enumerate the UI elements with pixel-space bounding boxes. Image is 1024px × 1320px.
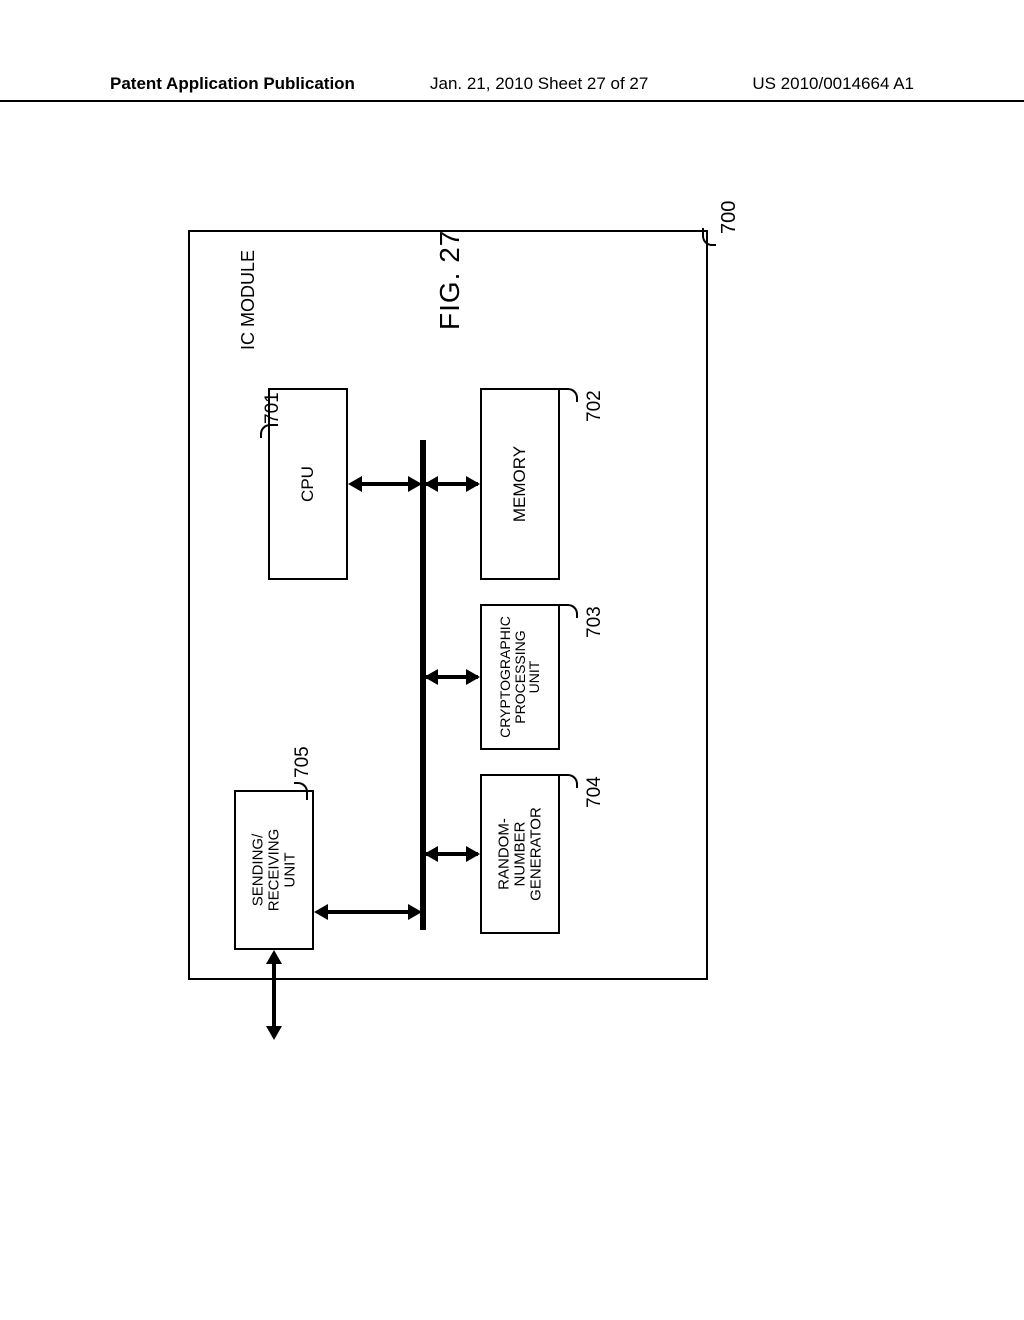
rng-bus-arrow-r <box>466 846 480 862</box>
cpu-label: CPU <box>299 466 317 502</box>
cpu-ref-leader <box>260 424 278 438</box>
rng-ref: 704 <box>584 776 606 808</box>
crypto-bus-arrow-l <box>424 669 438 685</box>
header-left: Patent Application Publication <box>110 74 355 94</box>
io-label: SENDING/RECEIVINGUNIT <box>250 829 297 912</box>
memory-ref: 702 <box>584 390 606 422</box>
crypto-bus-arrow-r <box>466 669 480 685</box>
io-bus-arrow-l <box>314 904 328 920</box>
rng-bus-arrow-l <box>424 846 438 862</box>
page: Patent Application Publication Jan. 21, … <box>0 0 1024 1320</box>
cpu-ref: 701 <box>262 392 284 424</box>
cpu-bus-arrow-r <box>408 476 422 492</box>
memory-bus-arrow-l <box>424 476 438 492</box>
io-ref: 705 <box>292 746 314 778</box>
memory-bus-arrow-r <box>466 476 480 492</box>
io-bus-line <box>318 910 418 914</box>
cpu-bus-arrow-l <box>348 476 362 492</box>
rng-block: RANDOM-NUMBERGENERATOR <box>480 774 560 934</box>
ic-module-label: IC MODULE <box>238 250 259 350</box>
ic-module-ref: 700 <box>718 201 741 234</box>
io-external-arrow-u <box>266 950 282 964</box>
crypto-block: CRYPTOGRAPHICPROCESSINGUNIT <box>480 604 560 750</box>
memory-block: MEMORY <box>480 388 560 580</box>
io-external-arrow-d <box>266 1026 282 1040</box>
header-center: Jan. 21, 2010 Sheet 27 of 27 <box>430 74 648 94</box>
header-right: US 2010/0014664 A1 <box>752 74 914 94</box>
memory-label: MEMORY <box>511 446 529 522</box>
rng-label: RANDOM-NUMBERGENERATOR <box>496 807 543 901</box>
crypto-ref: 703 <box>584 606 606 638</box>
io-bus-arrow-r <box>408 904 422 920</box>
io-external-line <box>272 954 276 1034</box>
page-header: Patent Application Publication Jan. 21, … <box>0 72 1024 102</box>
io-block: SENDING/RECEIVINGUNIT <box>234 790 314 950</box>
crypto-label: CRYPTOGRAPHICPROCESSINGUNIT <box>498 616 542 738</box>
